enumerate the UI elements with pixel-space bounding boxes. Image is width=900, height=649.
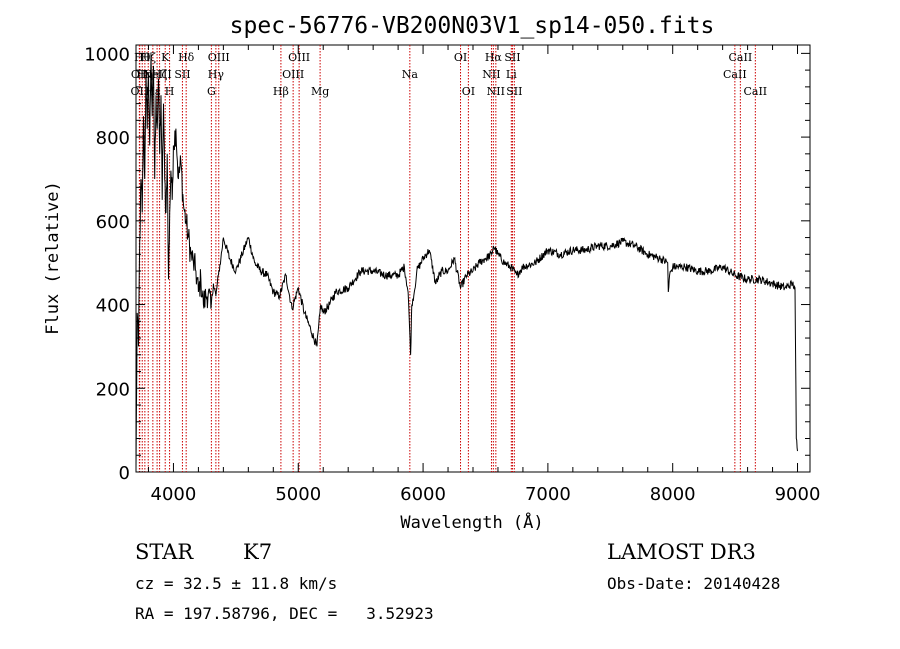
spectral-line-label: OII xyxy=(131,68,149,81)
spectral-line-label: Li xyxy=(506,68,517,81)
x-tick-label: 9000 xyxy=(775,484,821,505)
x-tick-label: 8000 xyxy=(650,484,696,505)
y-tick-label: 0 xyxy=(119,463,130,484)
spectral-line-label: SII xyxy=(504,51,520,64)
spectral-line-label: Hζ xyxy=(152,68,168,81)
spectral-line-labels: OIIOIIHθHηHζHεNeIIIHζKHSIIHδGHγOIIIHβOII… xyxy=(131,51,768,98)
spectral-subclass: K7 xyxy=(243,540,273,564)
spectral-line-label: SII xyxy=(174,68,190,81)
spectral-line-label: Na xyxy=(402,68,419,81)
spectral-line-label: Mg xyxy=(311,85,329,98)
y-tick-label: 400 xyxy=(96,296,130,317)
spectral-line-label: H xyxy=(165,85,175,98)
spectral-line-label: CaII xyxy=(729,51,753,64)
spectral-line-label: Hδ xyxy=(178,51,195,64)
x-tick-label: 6000 xyxy=(400,484,446,505)
sky-coordinates: RA = 197.58796, DEC = 3.52923 xyxy=(135,604,434,623)
spectral-line-label: CaII xyxy=(723,68,747,81)
x-tick-label: 4000 xyxy=(151,484,197,505)
y-tick-label: 1000 xyxy=(84,44,130,65)
y-axis-label: Flux (relative) xyxy=(43,181,63,335)
spectrum-series-line xyxy=(135,53,798,470)
spectral-line-label: Hγ xyxy=(208,68,225,81)
spectral-line-label: Hθ xyxy=(134,51,151,64)
y-tick-label: 200 xyxy=(96,379,130,400)
spectral-line-label: G xyxy=(207,85,216,98)
spectral-line-label: OIII xyxy=(288,51,310,64)
spectral-line-label: OII xyxy=(131,85,149,98)
spectral-line-label: OI xyxy=(462,85,475,98)
spectral-line-label: OIII xyxy=(282,68,304,81)
spectral-line-label: CaII xyxy=(743,85,767,98)
spectral-line-label: Hα xyxy=(485,51,503,64)
spectral-line-label: NeIII xyxy=(143,68,172,81)
spectral-line-label: K xyxy=(161,51,170,64)
spectral-line-label: NII xyxy=(482,68,500,81)
x-tick-label: 7000 xyxy=(525,484,571,505)
spectral-line-label: Hζ xyxy=(140,51,156,64)
plot-frame xyxy=(135,44,811,473)
x-axis-label: Wavelength (Å) xyxy=(400,511,543,533)
y-axis-ticks: 0 200 400 600 800 1000 xyxy=(84,44,810,484)
x-tick-label: 5000 xyxy=(275,484,321,505)
redshift-value: cz = 32.5 ± 11.8 km/s xyxy=(135,574,338,593)
survey-name: LAMOST DR3 xyxy=(607,540,756,564)
spectral-line-label: OI xyxy=(454,51,467,64)
object-class: STAR xyxy=(135,540,194,564)
y-tick-label: 800 xyxy=(96,128,130,149)
spectral-line-label: Hβ xyxy=(273,85,289,98)
chart-title: spec-56776-VB200N03V1_sp14-050.fits xyxy=(230,13,715,39)
spectral-line-label: NII xyxy=(487,85,505,98)
x-axis-ticks: 4000 5000 6000 7000 8000 9000 xyxy=(147,45,821,505)
spectral-line-label: SII xyxy=(506,85,522,98)
spectral-line-label: OIII xyxy=(208,51,230,64)
observation-date: Obs-Date: 20140428 xyxy=(607,574,781,593)
y-tick-label: 600 xyxy=(96,212,130,233)
